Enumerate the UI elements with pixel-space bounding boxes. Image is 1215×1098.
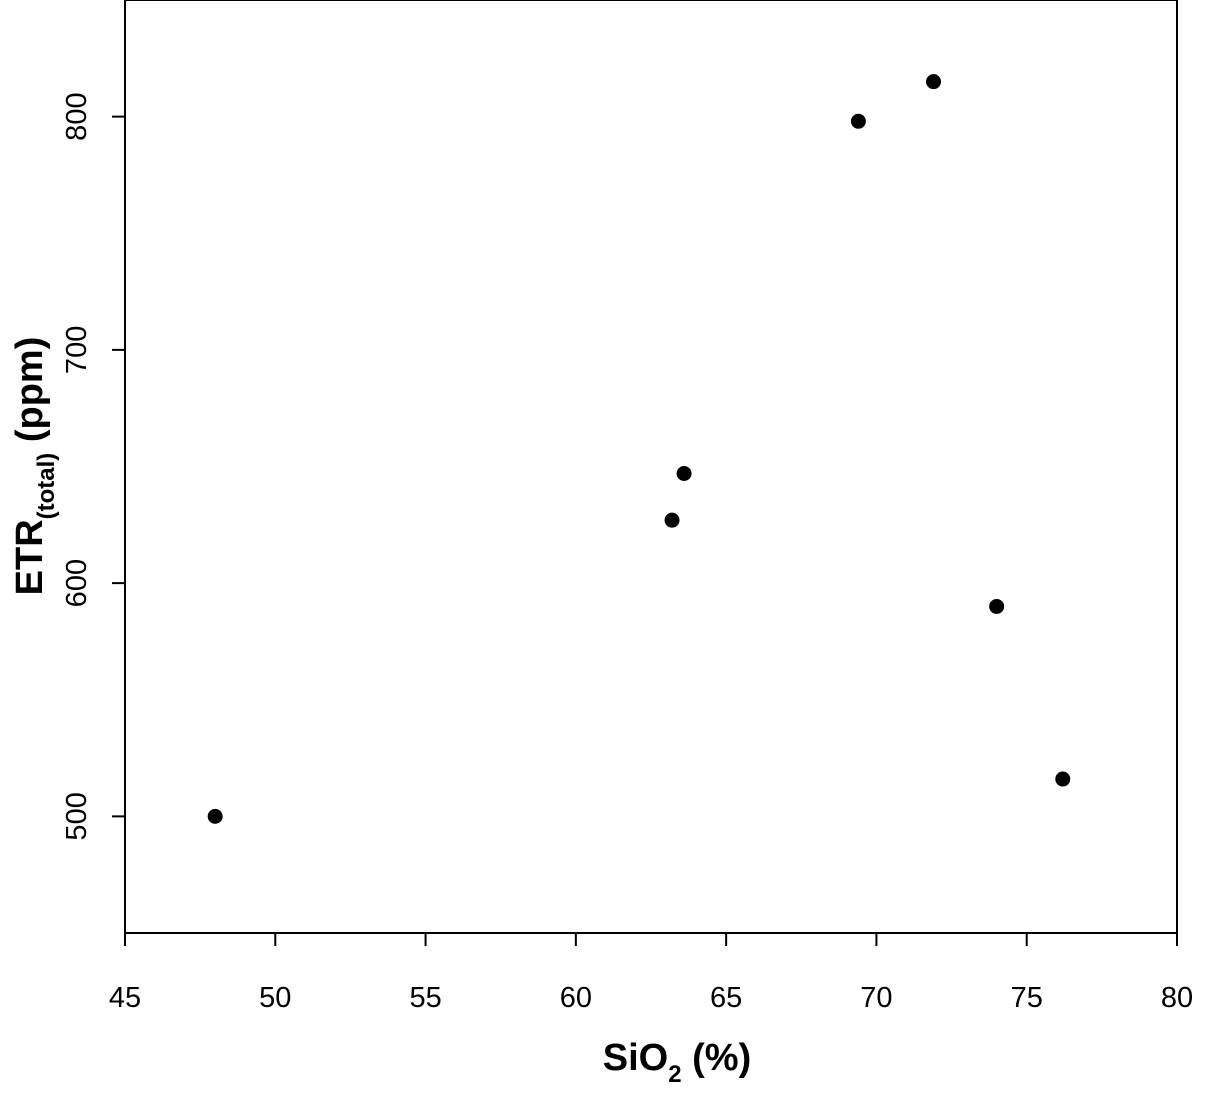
data-points — [207, 74, 1071, 824]
data-point — [676, 465, 692, 481]
data-point — [207, 808, 223, 824]
x-tick-label: 75 — [1011, 982, 1043, 1014]
data-point — [664, 512, 680, 528]
data-point — [989, 598, 1005, 614]
y-tick-label: 600 — [61, 559, 93, 607]
y-axis-title: ETR(total) (ppm) — [9, 337, 60, 596]
x-axis-title-main: SiO — [603, 1037, 668, 1079]
y-tick-label: 700 — [61, 326, 93, 374]
x-tick-label: 80 — [1161, 982, 1193, 1014]
x-tick-label: 55 — [409, 982, 441, 1014]
data-point — [1055, 771, 1071, 787]
y-tick-label: 500 — [61, 792, 93, 840]
y-axis: 500 600 700 800 — [61, 92, 125, 841]
y-axis-title-main: ETR — [9, 519, 51, 595]
x-tick-label: 70 — [860, 982, 892, 1014]
x-axis-title: SiO2 (%) — [603, 1037, 751, 1088]
y-axis-title-suffix: (ppm) — [9, 337, 51, 453]
x-tick-label: 50 — [259, 982, 291, 1014]
x-tick-label: 60 — [560, 982, 592, 1014]
x-axis-title-sub: 2 — [668, 1061, 681, 1088]
data-point — [850, 113, 866, 129]
x-axis-title-suffix: (%) — [682, 1037, 752, 1079]
x-tick-label: 45 — [109, 982, 141, 1014]
data-point — [926, 74, 942, 90]
y-tick-label: 800 — [61, 92, 93, 140]
x-tick-label: 65 — [710, 982, 742, 1014]
y-axis-title-sub: (total) — [33, 453, 60, 520]
plot-frame — [124, 0, 1178, 934]
x-axis: 45 50 55 60 65 70 75 80 — [109, 933, 1193, 1014]
